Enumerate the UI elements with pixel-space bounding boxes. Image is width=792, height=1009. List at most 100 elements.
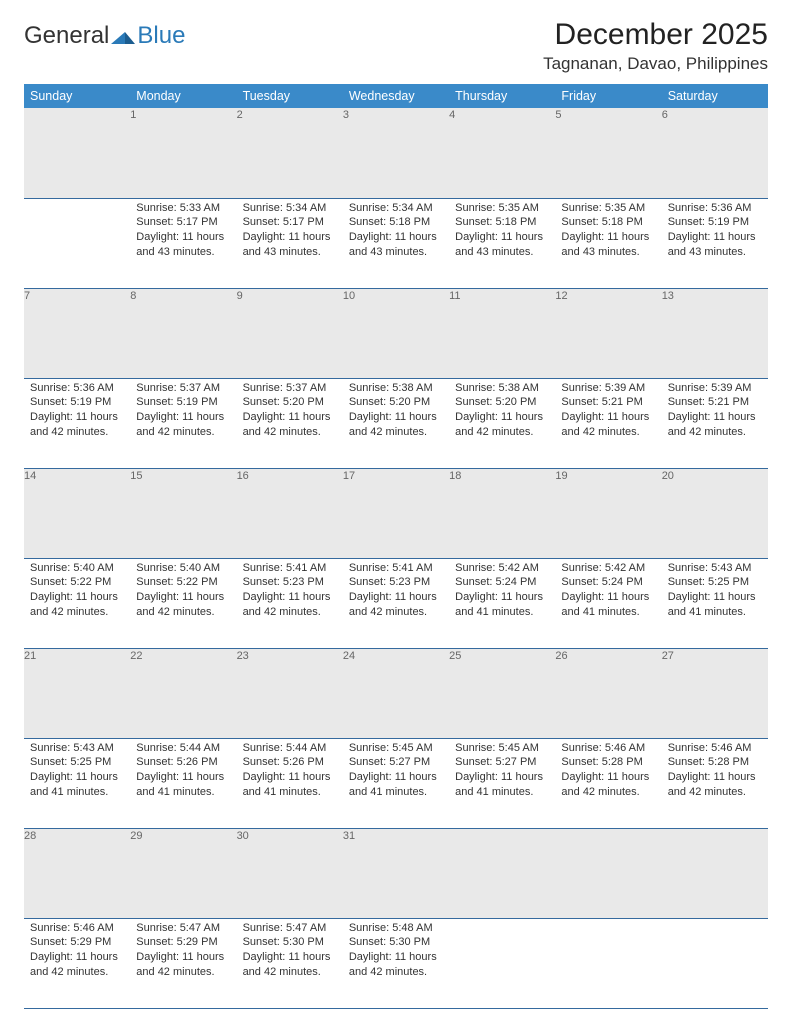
sunrise-line: Sunrise: 5:36 AM [668,201,762,216]
sunset-line: Sunset: 5:28 PM [668,755,762,770]
sunrise-line: Sunrise: 5:40 AM [30,561,124,576]
day-cell [662,918,768,1008]
logo-text-1: General [24,22,109,50]
sunset-line: Sunset: 5:22 PM [136,575,230,590]
day-number: 5 [555,108,661,198]
day-cell: Sunrise: 5:48 AMSunset: 5:30 PMDaylight:… [343,918,449,1008]
day-cell-body: Sunrise: 5:46 AMSunset: 5:29 PMDaylight:… [24,919,130,986]
sunrise-line: Sunrise: 5:39 AM [561,381,655,396]
day-cell-body: Sunrise: 5:34 AMSunset: 5:18 PMDaylight:… [343,199,449,266]
weekday-header-cell: Friday [555,84,661,108]
daylight-line: Daylight: 11 hours and 42 minutes. [561,770,655,800]
sunset-line: Sunset: 5:19 PM [30,395,124,410]
day-cell: Sunrise: 5:37 AMSunset: 5:19 PMDaylight:… [130,378,236,468]
weekday-header-cell: Saturday [662,84,768,108]
day-number: 1 [130,108,236,198]
day-number: 13 [662,288,768,378]
sunset-line: Sunset: 5:23 PM [349,575,443,590]
sunrise-line: Sunrise: 5:40 AM [136,561,230,576]
day-cell: Sunrise: 5:40 AMSunset: 5:22 PMDaylight:… [24,558,130,648]
sunrise-line: Sunrise: 5:34 AM [243,201,337,216]
sunset-line: Sunset: 5:17 PM [243,215,337,230]
day-cell-body: Sunrise: 5:36 AMSunset: 5:19 PMDaylight:… [24,379,130,446]
sunrise-line: Sunrise: 5:35 AM [561,201,655,216]
daylight-line: Daylight: 11 hours and 43 minutes. [243,230,337,260]
day-cell-body: Sunrise: 5:40 AMSunset: 5:22 PMDaylight:… [130,559,236,626]
day-cell: Sunrise: 5:45 AMSunset: 5:27 PMDaylight:… [343,738,449,828]
day-cell: Sunrise: 5:45 AMSunset: 5:27 PMDaylight:… [449,738,555,828]
day-cell: Sunrise: 5:47 AMSunset: 5:29 PMDaylight:… [130,918,236,1008]
sunrise-line: Sunrise: 5:37 AM [243,381,337,396]
logo: General Blue [24,22,185,50]
day-cell-body: Sunrise: 5:37 AMSunset: 5:20 PMDaylight:… [237,379,343,446]
day-cell-body: Sunrise: 5:44 AMSunset: 5:26 PMDaylight:… [237,739,343,806]
day-cell-body: Sunrise: 5:40 AMSunset: 5:22 PMDaylight:… [24,559,130,626]
daylight-line: Daylight: 11 hours and 42 minutes. [136,590,230,620]
day-number: 17 [343,468,449,558]
day-cell: Sunrise: 5:34 AMSunset: 5:17 PMDaylight:… [237,198,343,288]
weekday-header-cell: Sunday [24,84,130,108]
daylight-line: Daylight: 11 hours and 43 minutes. [561,230,655,260]
daylight-line: Daylight: 11 hours and 41 minutes. [243,770,337,800]
daylight-line: Daylight: 11 hours and 42 minutes. [668,410,762,440]
daylight-line: Daylight: 11 hours and 43 minutes. [455,230,549,260]
day-number: 3 [343,108,449,198]
daylight-line: Daylight: 11 hours and 43 minutes. [136,230,230,260]
day-cell-body: Sunrise: 5:39 AMSunset: 5:21 PMDaylight:… [662,379,768,446]
day-cell: Sunrise: 5:38 AMSunset: 5:20 PMDaylight:… [343,378,449,468]
day-cell: Sunrise: 5:46 AMSunset: 5:28 PMDaylight:… [662,738,768,828]
daylight-line: Daylight: 11 hours and 42 minutes. [136,950,230,980]
sunset-line: Sunset: 5:27 PM [349,755,443,770]
daylight-line: Daylight: 11 hours and 43 minutes. [668,230,762,260]
daylight-line: Daylight: 11 hours and 41 minutes. [455,590,549,620]
day-number: 11 [449,288,555,378]
daylight-line: Daylight: 11 hours and 41 minutes. [455,770,549,800]
sunrise-line: Sunrise: 5:47 AM [243,921,337,936]
sunrise-line: Sunrise: 5:35 AM [455,201,549,216]
daylight-line: Daylight: 11 hours and 43 minutes. [349,230,443,260]
day-cell-body: Sunrise: 5:44 AMSunset: 5:26 PMDaylight:… [130,739,236,806]
sunrise-line: Sunrise: 5:47 AM [136,921,230,936]
daylight-line: Daylight: 11 hours and 42 minutes. [30,590,124,620]
sunset-line: Sunset: 5:20 PM [243,395,337,410]
sunrise-line: Sunrise: 5:43 AM [668,561,762,576]
sunset-line: Sunset: 5:22 PM [30,575,124,590]
sunrise-line: Sunrise: 5:41 AM [349,561,443,576]
day-number [24,108,130,198]
day-cell-body: Sunrise: 5:37 AMSunset: 5:19 PMDaylight:… [130,379,236,446]
day-cell: Sunrise: 5:38 AMSunset: 5:20 PMDaylight:… [449,378,555,468]
sunrise-line: Sunrise: 5:33 AM [136,201,230,216]
day-cell: Sunrise: 5:39 AMSunset: 5:21 PMDaylight:… [662,378,768,468]
day-cell-body: Sunrise: 5:47 AMSunset: 5:29 PMDaylight:… [130,919,236,986]
sunset-line: Sunset: 5:23 PM [243,575,337,590]
day-cell-body: Sunrise: 5:33 AMSunset: 5:17 PMDaylight:… [130,199,236,266]
day-number [662,828,768,918]
day-cell-body: Sunrise: 5:43 AMSunset: 5:25 PMDaylight:… [24,739,130,806]
daylight-line: Daylight: 11 hours and 42 minutes. [349,950,443,980]
daylight-line: Daylight: 11 hours and 41 minutes. [349,770,443,800]
header: General Blue December 2025 Tagnanan, Dav… [24,18,768,74]
day-cell: Sunrise: 5:44 AMSunset: 5:26 PMDaylight:… [130,738,236,828]
day-cell [555,918,661,1008]
day-number: 19 [555,468,661,558]
sunrise-line: Sunrise: 5:42 AM [561,561,655,576]
day-number: 30 [237,828,343,918]
day-number: 15 [130,468,236,558]
sunrise-line: Sunrise: 5:46 AM [668,741,762,756]
day-cell: Sunrise: 5:42 AMSunset: 5:24 PMDaylight:… [449,558,555,648]
daylight-line: Daylight: 11 hours and 42 minutes. [136,410,230,440]
day-number: 24 [343,648,449,738]
day-number: 14 [24,468,130,558]
day-cell: Sunrise: 5:43 AMSunset: 5:25 PMDaylight:… [662,558,768,648]
sunrise-line: Sunrise: 5:38 AM [455,381,549,396]
sunset-line: Sunset: 5:20 PM [455,395,549,410]
day-cell-body: Sunrise: 5:36 AMSunset: 5:19 PMDaylight:… [662,199,768,266]
sunrise-line: Sunrise: 5:46 AM [30,921,124,936]
calendar-table: SundayMondayTuesdayWednesdayThursdayFrid… [24,84,768,1009]
day-cell: Sunrise: 5:44 AMSunset: 5:26 PMDaylight:… [237,738,343,828]
daylight-line: Daylight: 11 hours and 42 minutes. [668,770,762,800]
day-cell-body: Sunrise: 5:38 AMSunset: 5:20 PMDaylight:… [343,379,449,446]
sunset-line: Sunset: 5:26 PM [136,755,230,770]
day-number: 12 [555,288,661,378]
day-number: 6 [662,108,768,198]
